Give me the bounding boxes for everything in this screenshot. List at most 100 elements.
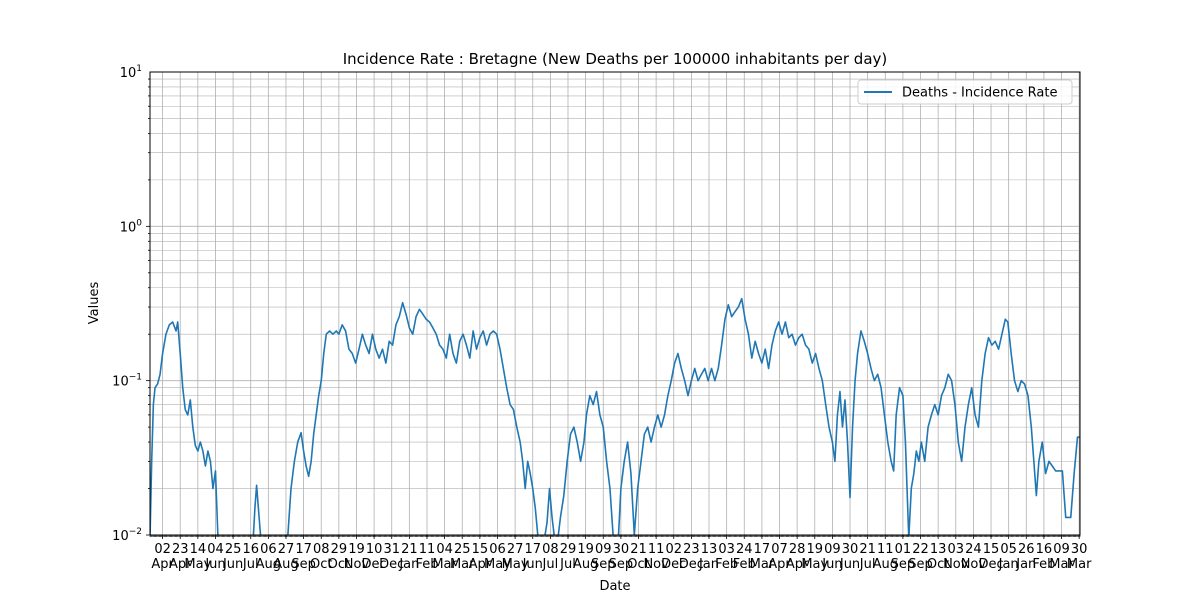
x-tick-month: Sep bbox=[291, 557, 316, 572]
x-tick-day: 24 bbox=[965, 542, 982, 557]
axes-frame bbox=[149, 71, 1081, 536]
x-tick-day: 14 bbox=[190, 542, 207, 557]
y-tick-exponent: −1 bbox=[129, 373, 142, 383]
y-tick-base: 10 bbox=[112, 375, 129, 390]
x-tick-label: 07 Apr bbox=[768, 542, 791, 572]
x-tick-label: 11 Feb bbox=[415, 542, 438, 572]
x-tick-month: Dec bbox=[661, 557, 686, 572]
x-tick-label: 29 Oct bbox=[328, 542, 350, 572]
x-tick-day: 21 bbox=[401, 542, 418, 557]
x-tick-label: 17 Jun bbox=[522, 542, 543, 572]
x-tick-day: 17 bbox=[295, 542, 312, 557]
x-tick-day: 21 bbox=[630, 542, 647, 557]
x-tick-month: May bbox=[484, 557, 511, 572]
legend-box bbox=[857, 79, 1073, 105]
x-tick-month: Oct bbox=[328, 557, 350, 572]
x-tick-label: 15 Dec bbox=[978, 542, 1003, 572]
x-tick-month: Apr bbox=[469, 557, 492, 572]
x-tick-day: 21 bbox=[859, 542, 876, 557]
x-tick-label: 16 Jul bbox=[242, 542, 259, 572]
x-tick-label: 21 Jan bbox=[398, 542, 419, 572]
x-tick-month: Feb bbox=[415, 557, 438, 572]
x-tick-month: Jun bbox=[204, 557, 225, 572]
x-tick-day: 23 bbox=[172, 542, 189, 557]
x-tick-day: 11 bbox=[877, 542, 894, 557]
x-tick-month: Dec bbox=[362, 557, 387, 572]
y-tick-exponent: 0 bbox=[136, 218, 142, 228]
x-tick-label: 14 May bbox=[184, 542, 211, 572]
x-tick-month: Nov bbox=[961, 557, 987, 572]
x-tick-label: 17 Sep bbox=[291, 542, 316, 572]
x-tick-day: 22 bbox=[912, 542, 929, 557]
x-tick-day: 04 bbox=[207, 542, 224, 557]
x-tick-label: 08 Oct bbox=[310, 542, 332, 572]
x-tick-day: 08 bbox=[313, 542, 330, 557]
x-tick-month: Dec bbox=[679, 557, 704, 572]
x-tick-month: Aug bbox=[873, 557, 898, 572]
x-tick-month: Jan bbox=[1015, 557, 1036, 572]
x-tick-label: 06 May bbox=[484, 542, 511, 572]
x-tick-day: 04 bbox=[436, 542, 453, 557]
x-tick-day: 13 bbox=[930, 542, 947, 557]
x-tick-month: Jun bbox=[522, 557, 543, 572]
x-tick-day: 25 bbox=[454, 542, 471, 557]
x-tick-month: Feb bbox=[733, 557, 756, 572]
x-tick-month: May bbox=[184, 557, 211, 572]
x-tick-label: 24 Feb bbox=[733, 542, 756, 572]
x-tick-day: 24 bbox=[736, 542, 753, 557]
x-tick-label: 10 Dec bbox=[362, 542, 387, 572]
y-tick-base: 10 bbox=[120, 220, 137, 235]
chart-title: Incidence Rate : Bretagne (New Deaths pe… bbox=[343, 50, 888, 68]
x-tick-label: 21 Jul bbox=[859, 542, 876, 572]
x-tick-day: 19 bbox=[577, 542, 594, 557]
x-tick-label: 31 Dec bbox=[379, 542, 404, 572]
x-tick-day: 11 bbox=[648, 542, 665, 557]
x-tick-month: Sep bbox=[609, 557, 634, 572]
x-tick-label: 22 Sep bbox=[908, 542, 933, 572]
x-tick-day: 19 bbox=[348, 542, 365, 557]
x-tick-label: 19 Aug bbox=[573, 542, 598, 572]
x-tick-month: Nov bbox=[943, 557, 969, 572]
x-tick-label: 09 Mar bbox=[1049, 542, 1074, 572]
x-tick-label: 30 Jun bbox=[839, 542, 860, 572]
x-tick-month: Sep bbox=[908, 557, 933, 572]
x-tick-label: 02 Apr bbox=[151, 542, 174, 572]
x-tick-label: 13 Oct bbox=[927, 542, 949, 572]
x-tick-month: Aug bbox=[273, 557, 298, 572]
x-tick-month: Mar bbox=[450, 557, 475, 572]
y-tick-exponent: −2 bbox=[129, 527, 142, 537]
x-tick-month: Aug bbox=[256, 557, 281, 572]
y-tick-label: 10−2 bbox=[112, 527, 142, 544]
x-tick-month: May bbox=[801, 557, 828, 572]
x-tick-label: 11 Aug bbox=[873, 542, 898, 572]
x-tick-day: 30 bbox=[842, 542, 859, 557]
x-tick-month: Mar bbox=[1049, 557, 1074, 572]
x-tick-day: 08 bbox=[542, 542, 559, 557]
legend-series-label: Deaths - Incidence Rate bbox=[902, 86, 1057, 101]
x-tick-label: 01 Sep bbox=[891, 542, 916, 572]
x-tick-day: 07 bbox=[771, 542, 788, 557]
x-tick-day: 27 bbox=[278, 542, 295, 557]
x-tick-day: 23 bbox=[683, 542, 700, 557]
x-tick-month: Jul bbox=[242, 557, 259, 572]
x-tick-label: 25 Mar bbox=[450, 542, 475, 572]
x-tick-label: 25 Jun bbox=[222, 542, 243, 572]
x-tick-month: Mar bbox=[1067, 557, 1092, 572]
x-tick-day: 26 bbox=[1018, 542, 1035, 557]
plot-area bbox=[150, 297, 1080, 535]
x-tick-label: 17 Mar bbox=[750, 542, 775, 572]
y-tick-label: 100 bbox=[120, 218, 143, 235]
x-tick-month: Aug bbox=[573, 557, 598, 572]
x-tick-day: 31 bbox=[383, 542, 400, 557]
x-tick-month: Oct bbox=[310, 557, 332, 572]
x-tick-label: 03 Feb bbox=[715, 542, 738, 572]
x-tick-day: 25 bbox=[225, 542, 242, 557]
x-tick-day: 17 bbox=[754, 542, 771, 557]
x-tick-label: 21 Oct bbox=[627, 542, 649, 572]
x-tick-day: 03 bbox=[718, 542, 735, 557]
x-tick-day: 03 bbox=[948, 542, 965, 557]
x-tick-label: 09 Jun bbox=[821, 542, 842, 572]
